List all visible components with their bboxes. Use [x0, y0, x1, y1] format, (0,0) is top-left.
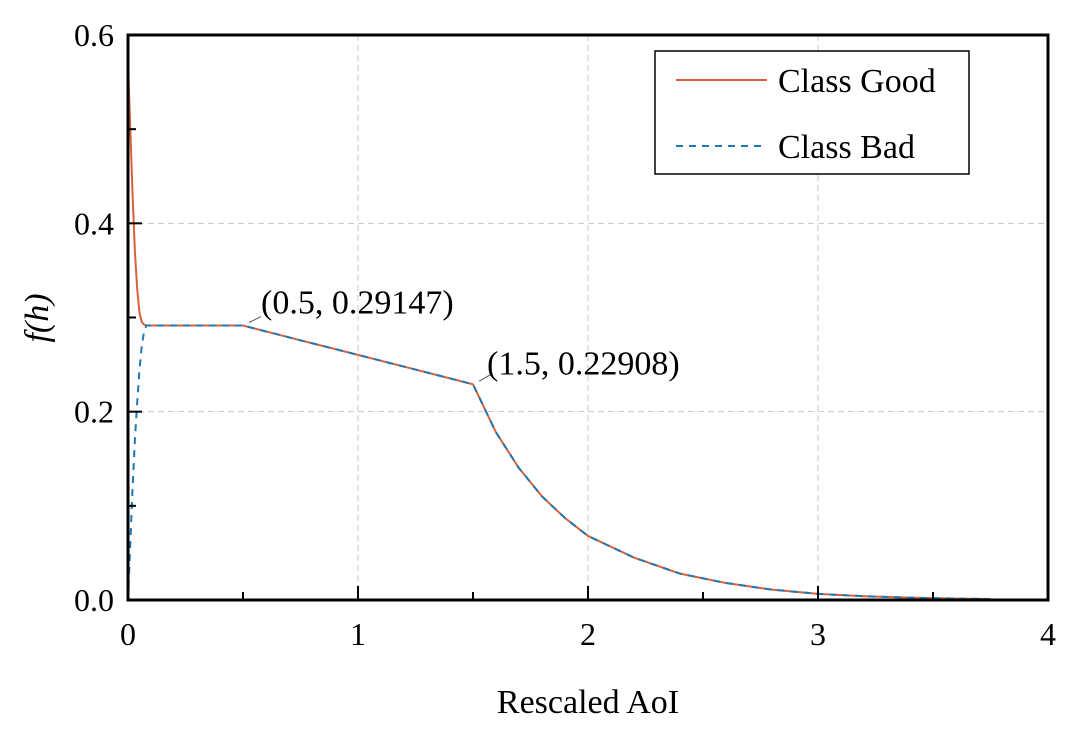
- annotation-leader: [248, 316, 262, 323]
- x-tick-label: 4: [1040, 616, 1056, 652]
- x-tick-label: 1: [350, 616, 366, 652]
- annotations: (0.5, 0.29147) (1.5, 0.22908): [248, 285, 680, 382]
- legend: Class Good Class Bad: [654, 50, 970, 175]
- series-group: [127, 63, 991, 601]
- series-line-class-bad: [127, 324, 991, 601]
- x-tick-label: 0: [120, 616, 136, 652]
- annotation-leader: [478, 373, 492, 382]
- y-axis-title: f(h): [19, 293, 56, 342]
- y-tick-label: 0.2: [74, 394, 114, 430]
- axis-ticks: 0 1 2 3 4 0.0 0.2 0.4 0.6: [74, 17, 1056, 652]
- annotation-label: (1.5, 0.22908): [487, 345, 680, 382]
- y-tick-label: 0.0: [74, 582, 114, 618]
- legend-label-class-bad: Class Bad: [778, 129, 915, 166]
- legend-label-class-good: Class Good: [778, 63, 936, 100]
- annotation-label: (0.5, 0.29147): [261, 285, 454, 322]
- y-tick-label: 0.6: [74, 17, 114, 53]
- x-tick-label: 3: [810, 616, 826, 652]
- legend-box: [654, 50, 970, 175]
- y-tick-label: 0.4: [74, 205, 114, 241]
- x-tick-label: 2: [580, 616, 596, 652]
- x-axis-title: Rescaled AoI: [497, 684, 679, 721]
